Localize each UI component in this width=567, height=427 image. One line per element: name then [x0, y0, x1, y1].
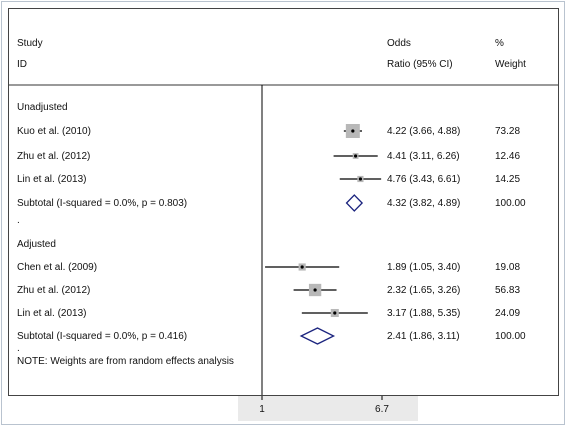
study-or-ci: 1.89 (1.05, 3.40): [387, 262, 460, 273]
footnote: NOTE: Weights are from random effects an…: [17, 356, 234, 367]
study-weight: 14.25: [495, 174, 520, 185]
forest-plot-area: Study ID Odds Ratio (95% CI) % Weight Un…: [8, 8, 559, 396]
header-id: ID: [17, 59, 27, 70]
group-label: Adjusted: [17, 239, 56, 250]
study-weight: 12.46: [495, 151, 520, 162]
study-name: Zhu et al. (2012): [17, 151, 90, 162]
header-weight: Weight: [495, 59, 526, 70]
study-name: Chen et al. (2009): [17, 262, 97, 273]
subtotal-diamond: [345, 194, 364, 212]
subtotal-diamond: [299, 327, 336, 345]
subtotal-or-ci: 4.32 (3.82, 4.89): [387, 198, 460, 209]
study-weight: 73.28: [495, 126, 520, 137]
header-odds: Odds: [387, 38, 411, 49]
study-point: [313, 288, 317, 292]
subtotal-weight: 100.00: [495, 331, 526, 342]
header-study: Study: [17, 38, 43, 49]
study-weight: 24.09: [495, 308, 520, 319]
study-weight: 19.08: [495, 262, 520, 273]
separator-dot: .: [17, 215, 20, 226]
study-point: [300, 265, 304, 269]
study-name: Kuo et al. (2010): [17, 126, 91, 137]
header-ratio-ci: Ratio (95% CI): [387, 59, 453, 70]
study-name: Zhu et al. (2012): [17, 285, 90, 296]
x-axis-panel: 1 6.7: [8, 396, 559, 421]
group-label: Unadjusted: [17, 102, 68, 113]
study-point: [354, 154, 358, 158]
x-axis-tick-label: 6.7: [375, 404, 389, 415]
forest-rows: Unadjusted Kuo et al. (2010) 4.22 (3.66, 4…: [17, 85, 526, 395]
study-weight: 56.83: [495, 285, 520, 296]
study-or-ci: 4.76 (3.43, 6.61): [387, 174, 460, 185]
header-percent: %: [495, 38, 504, 49]
subtotal-label: Subtotal (I-squared = 0.0%, p = 0.416): [17, 331, 187, 342]
x-axis-tick-label: 1: [259, 404, 265, 415]
study-name: Lin et al. (2013): [17, 308, 87, 319]
study-or-ci: 4.41 (3.11, 6.26): [387, 151, 460, 162]
study-name: Lin et al. (2013): [17, 174, 87, 185]
study-or-ci: 2.32 (1.65, 3.26): [387, 285, 460, 296]
subtotal-label: Subtotal (I-squared = 0.0%, p = 0.803): [17, 198, 187, 209]
x-axis-svg: 1 6.7: [259, 396, 389, 415]
subtotal-weight: 100.00: [495, 198, 526, 209]
study-or-ci: 3.17 (1.88, 5.35): [387, 308, 460, 319]
separator-dot: .: [17, 343, 20, 354]
forest-plot-svg: Study ID Odds Ratio (95% CI) % Weight Un…: [9, 38, 558, 395]
study-point: [351, 129, 355, 133]
x-axis-shade: [238, 396, 418, 421]
study-point: [358, 177, 363, 181]
study-or-ci: 4.22 (3.66, 4.88): [387, 126, 460, 137]
subtotal-or-ci: 2.41 (1.86, 3.11): [387, 331, 460, 342]
study-point: [333, 311, 337, 315]
